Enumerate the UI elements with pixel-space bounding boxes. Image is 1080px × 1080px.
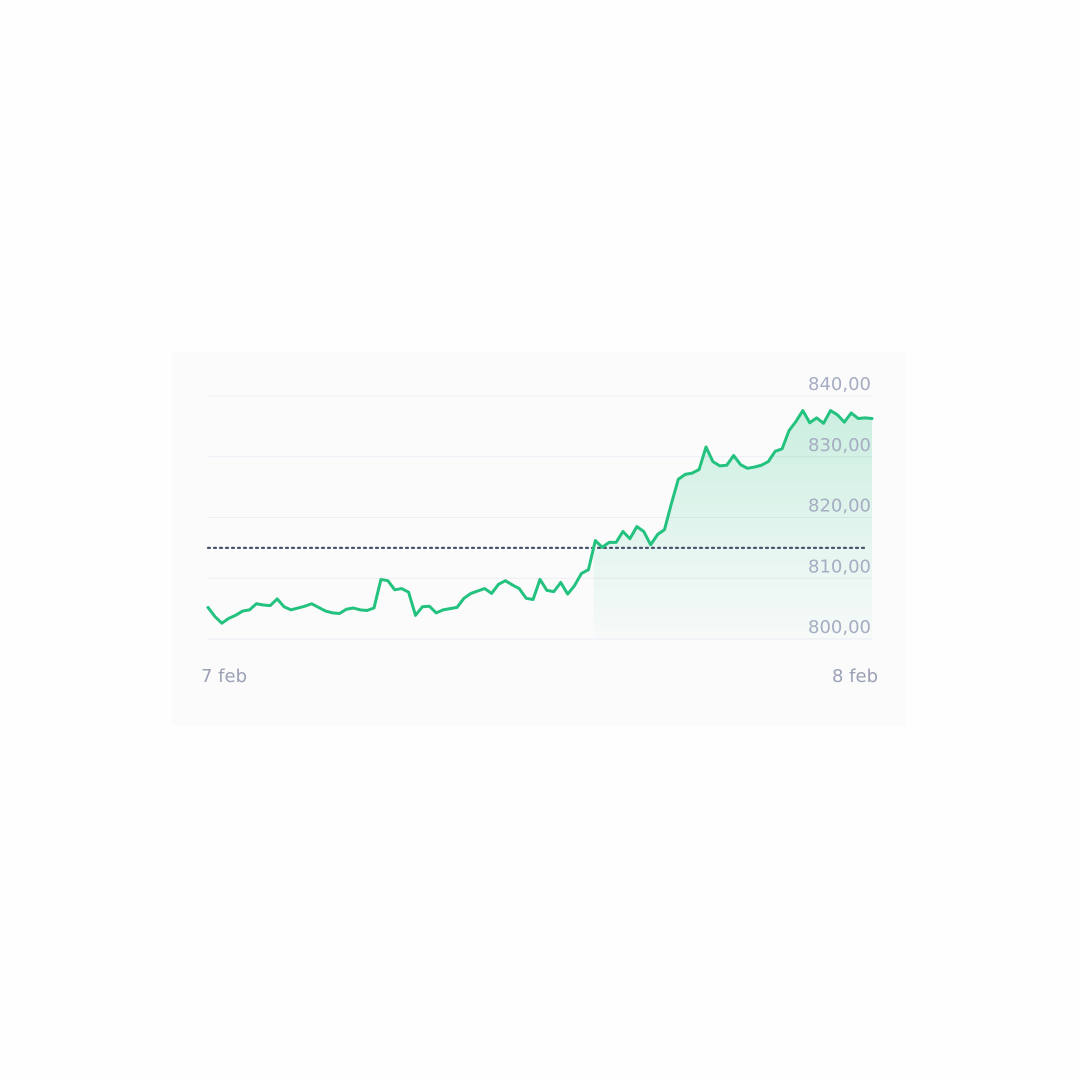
y-tick-label: 830,00 [808,435,871,456]
x-label-end: 8 feb [832,666,878,687]
y-tick-label: 820,00 [808,496,871,517]
price-line [206,409,874,625]
y-tick-label: 840,00 [808,374,871,395]
x-label-start: 7 feb [201,666,247,687]
area-fill [593,410,872,639]
y-tick-label: 800,00 [808,617,871,638]
y-tick-label: 810,00 [808,556,871,577]
